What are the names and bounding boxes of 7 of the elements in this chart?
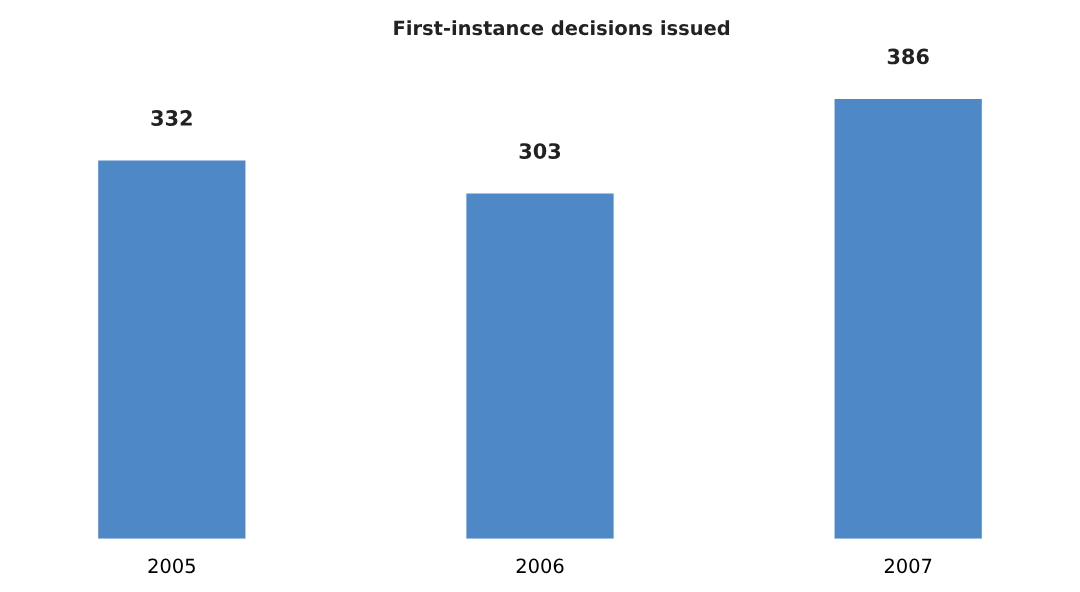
data-label: 386 xyxy=(887,48,929,65)
chart-title: First-instance decisions issued xyxy=(394,20,730,36)
data-label: 303 xyxy=(519,143,561,159)
x-tick-label: 2005 xyxy=(148,558,195,574)
x-tick-label: 2006 xyxy=(516,558,564,574)
data-label: 332 xyxy=(151,110,192,126)
x-tick-label: 2007 xyxy=(884,558,932,574)
